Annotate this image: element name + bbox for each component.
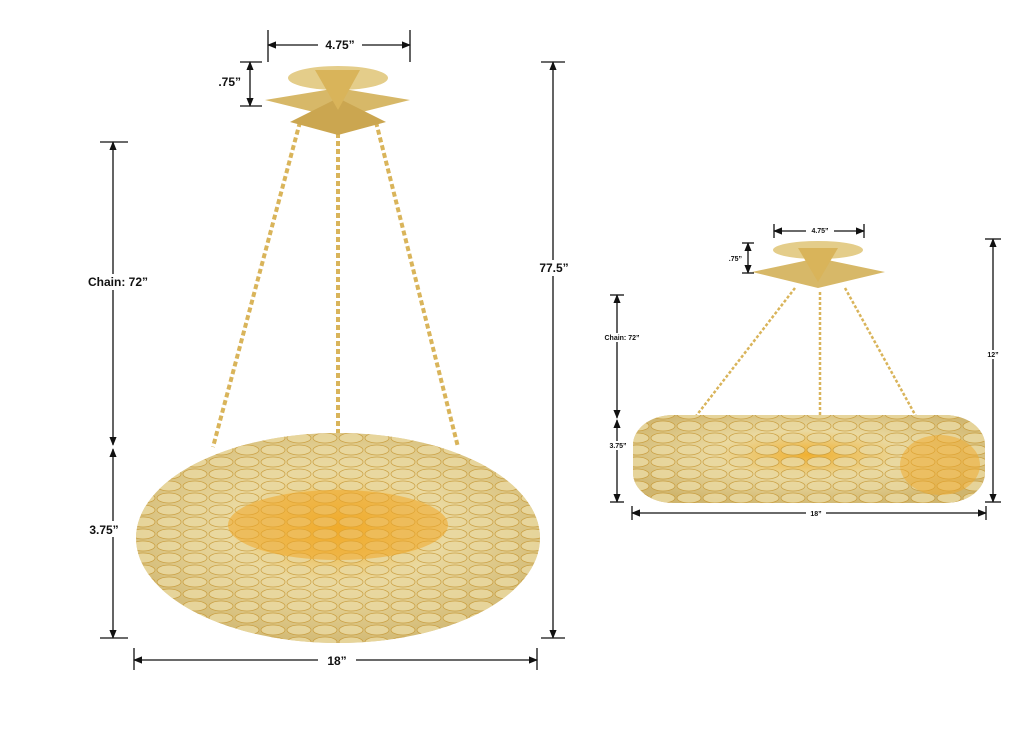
pendant-fixture-image xyxy=(136,66,540,643)
canopy-width-label: 4.75” xyxy=(325,38,354,52)
canopy-height-label: .75” xyxy=(729,256,742,263)
canopy-height-label: .75” xyxy=(218,75,241,89)
body-height-label: 3.75” xyxy=(89,523,118,537)
body-width-label: 18” xyxy=(327,654,346,668)
chain-length-label: Chain: 72” xyxy=(88,275,148,289)
leaf-ring-body xyxy=(136,433,540,643)
canopy xyxy=(265,66,410,135)
body-width-label: 18” xyxy=(810,511,821,518)
canopy-width-label: 4.75” xyxy=(811,228,828,235)
semi-flush-fixture-image xyxy=(633,241,985,503)
chain-length-label: Chain: 72” xyxy=(604,335,639,342)
canopy xyxy=(752,241,885,288)
overall-height-label: 12” xyxy=(987,352,998,359)
leaf-ring-body xyxy=(633,415,985,503)
body-height-label: 3.75” xyxy=(609,443,626,450)
overall-height-label: 77.5” xyxy=(539,261,568,275)
semi-flush-dimensions: 4.75” .75” Chain: 72” 3.75” 12” 18” xyxy=(602,224,1001,520)
pendant-dimensions: 4.75” .75” Chain: 72” 3.75” 77.5” 18” xyxy=(80,30,576,670)
